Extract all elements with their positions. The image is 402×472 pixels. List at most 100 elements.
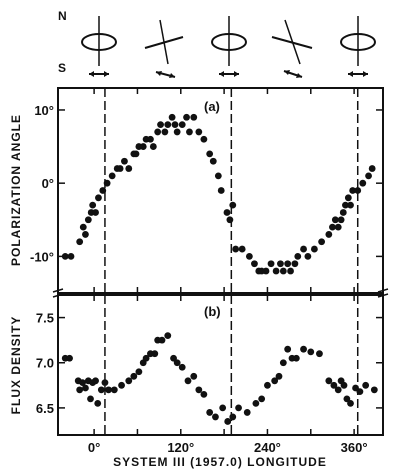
panel-b-data-point	[164, 332, 172, 340]
panel-a-data-point	[272, 267, 280, 275]
panel-b-data-point	[130, 372, 138, 380]
panel-b-data-point	[275, 372, 283, 380]
panel-b-data-point	[271, 377, 279, 385]
panel-b-data-point	[258, 395, 266, 403]
panel-b-data-point	[195, 386, 203, 394]
panel-a-data-point	[344, 194, 352, 202]
orientation-diagrams: N S	[58, 9, 376, 78]
flux-density-panel: (b) FLUX DENSITY 7.5 7.0 6.5 0° 120° 240° 360…	[9, 294, 384, 455]
tilted-cross-icon	[271, 19, 313, 78]
panel-b-ytick-label: 7.5	[36, 311, 54, 326]
panel-b-data-point	[334, 386, 342, 394]
panel-a-data-point	[186, 128, 193, 136]
x-tick-label: 360°	[341, 440, 368, 455]
panel-a-data-point	[245, 252, 253, 260]
panel-b-data-point	[76, 386, 84, 394]
panel-a-data-point	[354, 187, 362, 194]
x-tick-label: 0°	[88, 440, 100, 455]
panel-a-data-point	[329, 223, 336, 231]
panel-a-data-point	[331, 216, 339, 224]
panel-a-data-point	[168, 113, 176, 121]
panel-a-data-point	[121, 157, 128, 165]
south-label: S	[58, 61, 66, 75]
panel-b-data-point	[82, 384, 89, 392]
panel-b-data-point	[284, 345, 292, 353]
panel-b-data-point	[343, 395, 351, 403]
panel-b-data-point	[105, 386, 112, 394]
panel-a-data-point	[82, 231, 89, 238]
panel-a-ytick-label: 10°	[34, 103, 54, 118]
axis-break-marks	[52, 288, 389, 298]
panel-a-data-point	[226, 216, 234, 224]
panel-a-data-point	[229, 201, 237, 209]
polarization-ellipse-icon	[81, 16, 117, 77]
panel-b-data-point	[300, 345, 307, 353]
panel-b-ylabel: FLUX DENSITY	[9, 316, 23, 415]
panel-b-label: (b)	[204, 304, 221, 319]
panel-a-data-point	[214, 172, 222, 180]
panel-b-data-point	[135, 368, 143, 376]
panel-a-data-point	[108, 172, 116, 180]
panel-a-data-point	[195, 128, 203, 136]
panel-a-data-point	[164, 121, 172, 129]
panel-a-data-point	[223, 209, 231, 216]
panel-a-data-point	[157, 121, 164, 129]
panel-a-data-point	[190, 113, 198, 121]
panel-a-data-point	[279, 267, 287, 275]
panel-a-data-point	[178, 121, 186, 129]
panel-a-data-point	[339, 209, 347, 216]
panel-a-data-point	[334, 223, 342, 231]
panel-b-data-point	[125, 377, 133, 385]
panel-a-data-point	[139, 143, 147, 150]
panel-a-data-point	[89, 201, 97, 209]
panel-a-data-point	[284, 260, 292, 268]
panel-a-data-point	[149, 143, 157, 150]
panel-a-frame	[57, 87, 384, 294]
panel-b-data-point	[66, 354, 73, 362]
panel-a-data-point	[99, 187, 107, 194]
panel-b-data-point	[94, 399, 102, 407]
panel-a-data-point	[337, 216, 345, 224]
panel-a-data-point	[251, 260, 258, 268]
panel-b-data-point	[292, 354, 300, 362]
panel-a-ytick-label: -10°	[30, 249, 54, 264]
panel-a-data-point	[267, 260, 275, 268]
panel-b-data-point	[170, 354, 177, 362]
north-label: N	[58, 9, 67, 23]
panel-b-data-point	[184, 377, 192, 385]
panel-a-data-point	[154, 128, 162, 136]
panel-a-data-point	[262, 267, 270, 275]
panel-b-data-point	[330, 381, 338, 389]
panel-b-data-point	[110, 386, 118, 394]
panel-b-data-point	[200, 390, 208, 398]
panel-a-data-point	[238, 245, 246, 253]
panel-a-data-point	[173, 128, 181, 136]
panel-a-data-point	[171, 121, 179, 129]
panel-b-data-point	[142, 354, 150, 362]
panel-a-data-point	[183, 113, 190, 121]
panel-a-data-point	[84, 216, 92, 224]
panel-a-data-point	[365, 172, 372, 180]
panel-b-data-point	[92, 377, 99, 385]
panel-a-data-point	[92, 209, 99, 216]
panel-b-data-point	[151, 350, 159, 358]
x-tick-label: 240°	[254, 440, 281, 455]
panel-b-data-point	[87, 395, 94, 403]
panel-b-data-point	[243, 409, 251, 416]
panel-a-data-point	[294, 252, 302, 260]
panel-a-data-point	[79, 223, 87, 231]
panel-b-data-point	[79, 379, 86, 387]
panel-a-data-point	[147, 135, 154, 143]
polarization-ellipse-icon	[340, 16, 376, 77]
panel-a-data-point	[125, 165, 133, 172]
tilted-cross-icon	[144, 19, 184, 78]
x-axis-label: SYSTEM III (1957.0) LONGITUDE	[113, 455, 327, 469]
panel-a-label: (a)	[204, 99, 220, 114]
polarization-angle-panel: (a) POLARIZATION ANGLE 10° 0° -10°	[9, 87, 384, 294]
panel-b-data-point	[316, 350, 323, 358]
panel-b-data-point	[101, 379, 109, 387]
polarization-ellipse-icon	[211, 16, 247, 77]
panel-b-data-point	[219, 404, 227, 412]
panel-b-data-point	[118, 381, 125, 389]
